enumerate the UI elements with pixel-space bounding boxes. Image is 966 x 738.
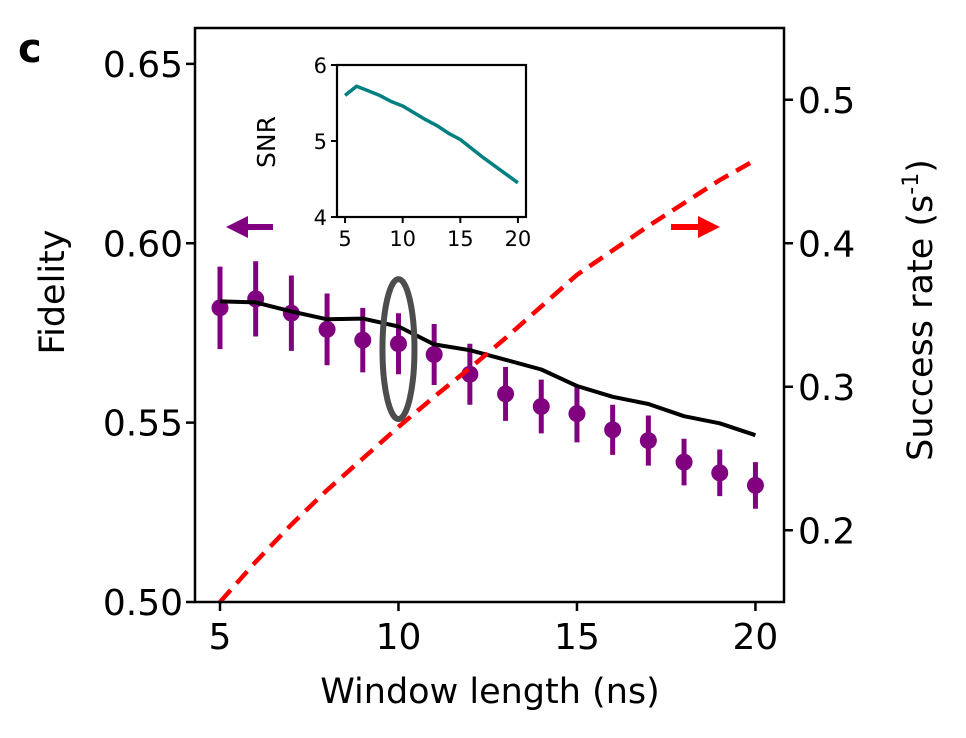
fidelity-point: [711, 464, 729, 482]
panel-label: c: [18, 26, 42, 72]
inset-plot-series: [344, 84, 519, 185]
inset-x-tick-label: 20: [505, 227, 532, 251]
x-axis-label: Window length (ns): [320, 672, 660, 712]
success-rate-line: [218, 158, 757, 604]
fidelity-point: [604, 421, 622, 439]
y-axis-label-right-main: Success rate (s: [901, 195, 941, 461]
main-plot-series: [211, 158, 764, 604]
inset-x-tick-label: 15: [447, 227, 474, 251]
fidelity-point: [425, 345, 443, 363]
x-tick-label: 20: [733, 617, 779, 658]
main-plot: 5 10 15 20 0.50 0.55 0.60 0.65 0.2 0.3 0.4 0.5 Wind…: [33, 26, 941, 712]
y-axis-label-right-sup: -1: [899, 173, 924, 195]
y-tick-label-right: 0.3: [798, 368, 855, 409]
fidelity-model-line: [219, 299, 757, 438]
left-axis-arrow-head: [226, 216, 248, 238]
x-tick-label: 10: [376, 617, 422, 658]
fidelity-point: [318, 320, 336, 338]
fidelity-point: [532, 397, 550, 415]
inset-background: [337, 65, 526, 217]
right-axis-arrow-head: [698, 216, 720, 238]
inset-x-tick-label: 5: [338, 227, 351, 251]
fidelity-point: [568, 405, 586, 423]
inset-y-axis-label: SNR: [252, 116, 281, 168]
snr-line: [344, 84, 519, 185]
fidelity-point: [354, 331, 372, 349]
fidelity-point: [497, 385, 515, 403]
y-tick-label-left: 0.50: [103, 583, 183, 624]
highlight-ellipse: [379, 276, 418, 423]
y-tick-label-left: 0.60: [103, 224, 183, 265]
fidelity-point: [211, 299, 229, 317]
y-tick-label-right: 0.4: [798, 224, 855, 265]
fidelity-point: [675, 453, 693, 471]
y-tick-label-left: 0.65: [103, 45, 183, 86]
fidelity-point: [389, 335, 407, 353]
annotations: [226, 216, 720, 423]
x-tick-label: 15: [554, 617, 600, 658]
y-axis-label-right: Success rate (s-1): [899, 159, 941, 461]
y-tick-label-left: 0.55: [103, 404, 183, 445]
inset-y-tick-label: 4: [314, 206, 327, 230]
main-plot-ticks: 5 10 15 20 0.50 0.55 0.60 0.65 0.2 0.3 0.4 0.5: [103, 45, 855, 658]
fidelity-point: [746, 476, 764, 494]
x-tick-label: 5: [209, 617, 232, 658]
inset-y-tick-label: 6: [314, 54, 327, 78]
y-axis-label-left: Fidelity: [33, 230, 73, 355]
y-axis-label-right-close: ): [901, 159, 941, 173]
fidelity-point: [639, 432, 657, 450]
main-plot-frame: [193, 26, 786, 604]
inset-y-tick-label: 5: [314, 130, 327, 154]
y-tick-label-right: 0.5: [798, 81, 855, 122]
inset-x-tick-label: 10: [389, 227, 416, 251]
y-tick-label-right: 0.2: [798, 511, 855, 552]
